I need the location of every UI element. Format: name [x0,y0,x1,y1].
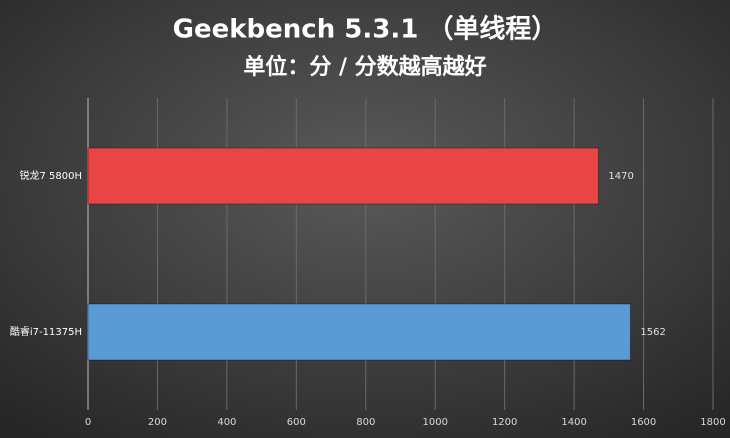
chart-title: Geekbench 5.3.1 （单线程） [173,15,558,45]
x-tick-label: 1000 [422,417,447,428]
bar [87,303,631,361]
x-tick-label: 1600 [631,417,656,428]
x-tick-label: 400 [217,417,236,428]
x-tick-label: 1200 [492,417,517,428]
chart-subtitle: 单位：分 / 分数越高越好 [243,54,486,80]
x-tick-label: 200 [148,417,167,428]
y-tick-label: 锐龙7 5800H [19,169,82,182]
y-tick-label: 酷睿i7-11375H [10,325,82,338]
bar [87,147,599,205]
x-tick-label: 600 [287,417,306,428]
x-tick-label: 800 [356,417,375,428]
x-tick-label: 1400 [561,417,586,428]
value-label: 1470 [608,171,633,182]
x-tick-label: 1800 [700,417,725,428]
x-tick-label: 0 [85,417,91,428]
value-label: 1562 [640,327,665,338]
